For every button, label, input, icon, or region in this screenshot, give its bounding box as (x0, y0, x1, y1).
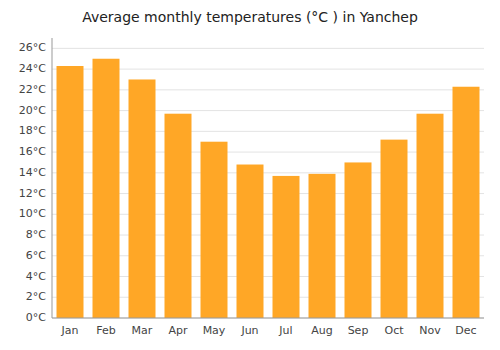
bar (165, 114, 192, 318)
x-tick-label: Oct (384, 324, 404, 337)
x-tick-label: Jun (240, 324, 258, 337)
y-grid (52, 48, 484, 318)
title: Average monthly temperatures (°C ) in Ya… (82, 9, 418, 25)
y-tick-label: 24°C (19, 62, 46, 75)
bar (309, 174, 336, 318)
x-tick-labels: Jan Feb Mar Apr May Jun Jul Aug Sep Oct Nov Dec (61, 324, 477, 337)
y-tick-label: 0°C (26, 311, 46, 324)
y-tick-label: 8°C (26, 228, 46, 241)
bar (273, 176, 300, 318)
y-tick-label: 4°C (26, 270, 46, 283)
bar (129, 79, 156, 318)
y-tick-label: 6°C (26, 249, 46, 262)
bar (417, 114, 444, 318)
y-tick-label: 10°C (19, 207, 46, 220)
bar (453, 87, 480, 318)
grid-line (52, 48, 484, 49)
x-tick-label: Jan (61, 324, 79, 337)
y-tick-label: 16°C (19, 145, 46, 158)
x-tick-label: Sep (348, 324, 369, 337)
y-tick-label: 26°C (19, 41, 46, 54)
y-tick-label: 2°C (26, 290, 46, 303)
x-axis-line (52, 318, 484, 319)
bar (201, 142, 228, 318)
y-tick-label: 14°C (19, 166, 46, 179)
y-tick-labels: 0°C 2°C 4°C 6°C 8°C 10°C 12°C 14°C 16°C 18°C 20°C 2… (19, 41, 46, 324)
x-tick-label: Mar (132, 324, 153, 337)
x-tick-label: Aug (311, 324, 332, 337)
y-axis-line (52, 38, 53, 318)
bar (93, 59, 120, 318)
y-tick-label: 12°C (19, 187, 46, 200)
bar (237, 165, 264, 318)
chart: 0°C 2°C 4°C 6°C 8°C 10°C 12°C 14°C 16°C 18°C 20°C 2… (0, 0, 500, 350)
x-tick-label: Apr (168, 324, 188, 337)
grid-line (52, 318, 484, 319)
y-tick-label: 22°C (19, 83, 46, 96)
x-tick-label: Nov (419, 324, 441, 337)
x-tick-label: May (203, 324, 226, 337)
bar (57, 66, 84, 318)
y-tick-label: 18°C (19, 124, 46, 137)
bar (381, 140, 408, 318)
x-tick-label: Feb (96, 324, 115, 337)
bar (345, 162, 372, 318)
y-tick-label: 20°C (19, 104, 46, 117)
x-tick-label: Dec (455, 324, 476, 337)
x-tick-label: Jul (278, 324, 292, 337)
bars (57, 59, 480, 318)
